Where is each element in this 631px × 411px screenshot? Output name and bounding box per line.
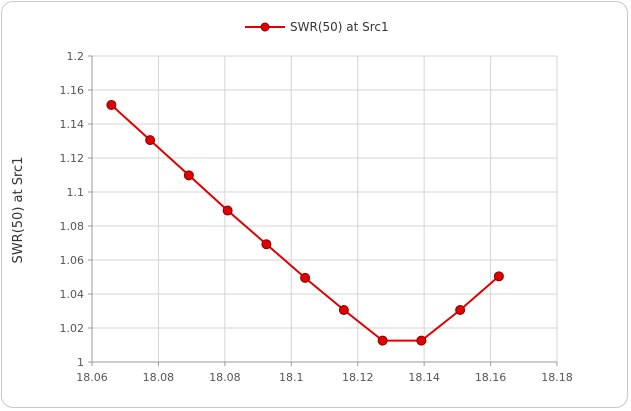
legend-marker-swatch (260, 22, 270, 32)
data-point (222, 205, 233, 216)
data-point (416, 335, 427, 346)
x-tick-label: 18.08 (143, 371, 175, 384)
y-axis-title: SWR(50) at Src1 (11, 157, 26, 264)
legend-label: SWR(50) at Src1 (290, 20, 389, 34)
data-point (145, 135, 156, 146)
y-tick-label: 1.04 (60, 288, 85, 301)
legend: SWR(50) at Src1 (245, 20, 389, 34)
y-tick-label: 1 (77, 356, 84, 369)
x-tick-label: 18.12 (342, 371, 374, 384)
y-tick-label: 1.08 (60, 220, 85, 233)
x-tick-label: 18.16 (475, 371, 507, 384)
x-tick-label: 18.06 (76, 371, 108, 384)
data-point (261, 239, 272, 250)
data-point (455, 304, 466, 315)
data-point (377, 335, 388, 346)
series-layer (106, 99, 504, 346)
series-line (110, 104, 500, 342)
y-tick-label: 1.2 (67, 50, 85, 63)
y-tick-label: 1.14 (60, 118, 85, 131)
y-tick-label: 1.12 (60, 152, 85, 165)
axis-layer: 1 1.02 1.04 1.06 1.08 1.1 1.12 1.14 1.16 1.2 18.06… (60, 50, 573, 384)
data-point (183, 170, 194, 181)
x-tick-label: 18.08 (209, 371, 241, 384)
x-tick-label: 18.14 (408, 371, 440, 384)
y-tick-label: 1.16 (60, 84, 85, 97)
data-point (106, 99, 117, 110)
x-tick-label: 18.18 (541, 371, 573, 384)
y-tick-label: 1.1 (67, 186, 85, 199)
x-tick-label: 18.1 (279, 371, 304, 384)
grid-layer (91, 55, 558, 363)
y-tick-label: 1.02 (60, 322, 85, 335)
data-point (338, 304, 349, 315)
data-point (493, 271, 504, 282)
y-tick-label: 1.06 (60, 254, 85, 267)
data-point (300, 272, 311, 283)
